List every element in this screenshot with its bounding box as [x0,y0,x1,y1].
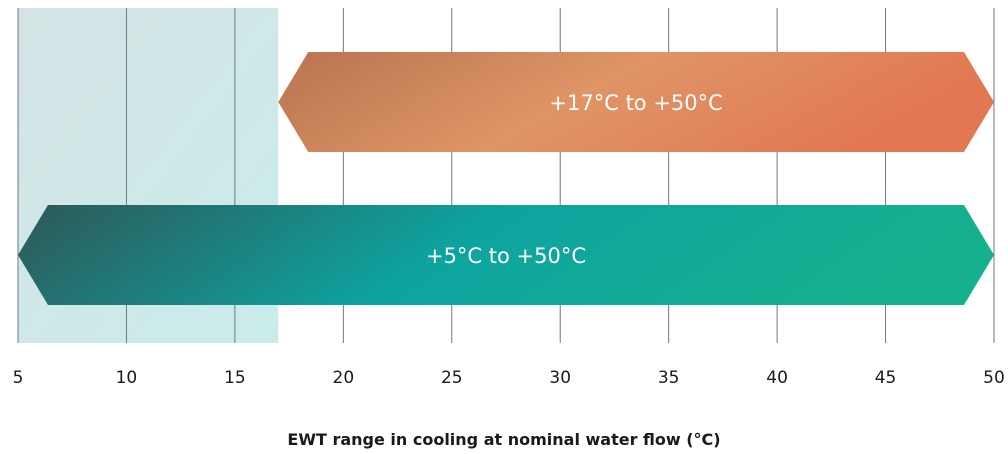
x-tick-label-10: 10 [116,368,138,388]
range-bar-0 [278,52,994,152]
x-tick-label-40: 40 [766,368,788,388]
x-tick-label-5: 5 [13,368,24,388]
x-tick-label-25: 25 [441,368,463,388]
range-label-0: +17°C to +50°C [549,91,722,115]
x-tick-label-45: 45 [875,368,897,388]
range-bars: +17°C to +50°C +5°C to +50°C [18,52,994,305]
range-bar-1 [18,205,994,305]
x-tick-label-15: 15 [224,368,246,388]
x-axis-ticks: 5 10 15 20 25 30 35 40 45 50 [13,368,1005,388]
x-tick-label-20: 20 [333,368,355,388]
range-label-1: +5°C to +50°C [426,244,586,268]
x-tick-label-50: 50 [983,368,1005,388]
x-tick-label-35: 35 [658,368,680,388]
x-axis-label: EWT range in cooling at nominal water fl… [287,430,720,449]
x-tick-label-30: 30 [549,368,571,388]
